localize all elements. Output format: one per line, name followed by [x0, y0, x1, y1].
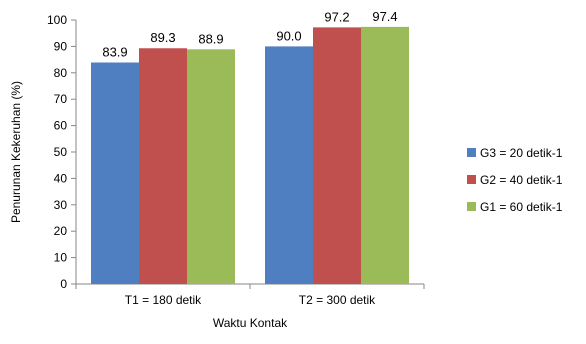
data-label: 90.0 — [276, 28, 301, 43]
x-axis-title: Waktu Kontak — [213, 316, 288, 330]
y-tick-label: 10 — [54, 251, 68, 265]
data-label: 83.9 — [102, 45, 127, 60]
legend-label: G2 = 40 detik-1 — [480, 173, 563, 187]
bar — [139, 48, 187, 284]
y-axis-title: Penurunan Kekeruhan (%) — [9, 81, 23, 223]
data-label: 97.4 — [372, 9, 397, 24]
data-label: 88.9 — [198, 31, 223, 46]
legend: G3 = 20 detik-1 G2 = 40 detik-1 G1 = 60 de… — [467, 146, 563, 214]
legend-label: G3 = 20 detik-1 — [480, 146, 563, 160]
y-tick-label: 100 — [47, 13, 67, 27]
x-axis: T1 = 180 detik T2 = 300 detik — [75, 283, 425, 307]
y-tick-label: 60 — [54, 119, 68, 133]
bar — [361, 26, 409, 284]
legend-label: G1 = 60 detik-1 — [480, 200, 563, 214]
y-tick-label: 50 — [54, 145, 68, 159]
y-tick-label: 20 — [54, 224, 68, 238]
legend-swatch — [467, 175, 476, 184]
bar — [187, 49, 235, 284]
y-tick-label: 30 — [54, 198, 68, 212]
bar — [313, 27, 361, 285]
y-tick-label: 70 — [54, 92, 68, 106]
y-tick-label: 0 — [60, 277, 67, 291]
y-axis: 0 10 20 30 40 50 60 70 80 90 100 — [47, 13, 77, 291]
y-tick-label: 90 — [54, 39, 68, 53]
bar — [91, 62, 139, 285]
x-tick-label: T2 = 300 detik — [299, 293, 376, 307]
y-tick-label: 40 — [54, 171, 68, 185]
x-tick-label: T1 = 180 detik — [125, 293, 202, 307]
y-tick-label: 80 — [54, 66, 68, 80]
data-label: 97.2 — [324, 9, 349, 24]
data-labels: 83.9 90.0 89.3 97.2 88.9 97.4 — [102, 9, 397, 60]
bar — [265, 46, 313, 285]
bars — [91, 26, 409, 285]
legend-swatch — [467, 202, 476, 211]
legend-swatch — [467, 148, 476, 157]
data-label: 89.3 — [150, 30, 175, 45]
